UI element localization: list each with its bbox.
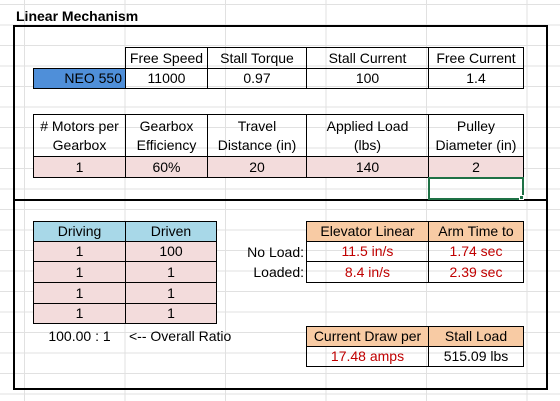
active-cell-selection[interactable] xyxy=(428,177,524,200)
gear-driving-2[interactable]: 1 xyxy=(33,261,126,283)
header-motors-per-gearbox[interactable]: # Motors per Gearbox xyxy=(33,114,126,157)
header-line: Distance (in) xyxy=(217,136,297,153)
label-loaded[interactable]: Loaded: xyxy=(253,264,304,280)
header-current-draw[interactable]: Current Draw per xyxy=(306,326,429,347)
header-driving[interactable]: Driving xyxy=(33,221,126,242)
value-no-load-speed[interactable]: 11.5 in/s xyxy=(306,241,429,262)
overall-ratio-label[interactable]: <-- Overall Ratio xyxy=(129,328,232,344)
header-line: Gearbox xyxy=(139,117,194,134)
header-free-current[interactable]: Free Current xyxy=(428,47,524,69)
value-free-current[interactable]: 1.4 xyxy=(428,68,524,89)
value-free-speed[interactable]: 11000 xyxy=(125,68,208,89)
header-stall-current[interactable]: Stall Current xyxy=(306,47,429,69)
fill-handle[interactable] xyxy=(519,195,524,200)
value-no-load-time[interactable]: 1.74 sec xyxy=(428,241,524,262)
input-gearbox-efficiency[interactable]: 60% xyxy=(125,156,208,178)
header-line: Applied Load xyxy=(326,117,409,134)
header-line: Diameter (in) xyxy=(435,136,517,153)
gear-driven-2[interactable]: 1 xyxy=(125,261,217,283)
value-loaded-time[interactable]: 2.39 sec xyxy=(428,261,524,283)
gear-driven-4[interactable]: 1 xyxy=(125,303,217,324)
header-free-speed[interactable]: Free Speed xyxy=(125,47,208,69)
header-travel-distance[interactable]: Travel Distance (in) xyxy=(207,114,307,157)
header-line: (lbs) xyxy=(353,136,382,153)
bottom-section-border xyxy=(13,199,548,390)
header-stall-torque[interactable]: Stall Torque xyxy=(207,47,307,69)
header-applied-load[interactable]: Applied Load (lbs) xyxy=(306,114,429,157)
input-motors-per-gearbox[interactable]: 1 xyxy=(33,156,126,178)
header-line: # Motors per xyxy=(40,117,119,134)
header-stall-load[interactable]: Stall Load xyxy=(428,326,524,347)
motor-name[interactable]: NEO 550 xyxy=(33,68,126,89)
value-loaded-speed[interactable]: 8.4 in/s xyxy=(306,261,429,283)
header-arm-time[interactable]: Arm Time to xyxy=(428,221,524,242)
input-applied-load[interactable]: 140 xyxy=(306,156,429,178)
value-stall-torque[interactable]: 0.97 xyxy=(207,68,307,89)
overall-ratio-value[interactable]: 100.00 : 1 xyxy=(48,328,111,344)
header-line: Travel xyxy=(237,117,277,134)
gear-driven-1[interactable]: 100 xyxy=(125,241,217,262)
header-gearbox-efficiency[interactable]: Gearbox Efficiency xyxy=(125,114,208,157)
input-travel-distance[interactable]: 20 xyxy=(207,156,307,178)
gear-driving-1[interactable]: 1 xyxy=(33,241,126,262)
gear-driving-3[interactable]: 1 xyxy=(33,282,126,304)
header-elevator-linear[interactable]: Elevator Linear xyxy=(306,221,429,242)
header-driven[interactable]: Driven xyxy=(125,221,217,242)
header-line: Gearbox xyxy=(52,136,107,153)
header-line: Efficiency xyxy=(136,136,197,153)
gear-driving-4[interactable]: 1 xyxy=(33,303,126,324)
sheet-title: Linear Mechanism xyxy=(16,7,139,24)
value-stall-load[interactable]: 515.09 lbs xyxy=(428,346,524,367)
value-stall-current[interactable]: 100 xyxy=(306,68,429,89)
value-current-draw[interactable]: 17.48 amps xyxy=(306,346,429,367)
label-no-load[interactable]: No Load: xyxy=(247,243,304,260)
input-pulley-diameter[interactable]: 2 xyxy=(428,156,524,178)
header-pulley-diameter[interactable]: Pulley Diameter (in) xyxy=(428,114,524,157)
gear-driven-3[interactable]: 1 xyxy=(125,282,217,304)
header-line: Pulley xyxy=(456,117,496,134)
